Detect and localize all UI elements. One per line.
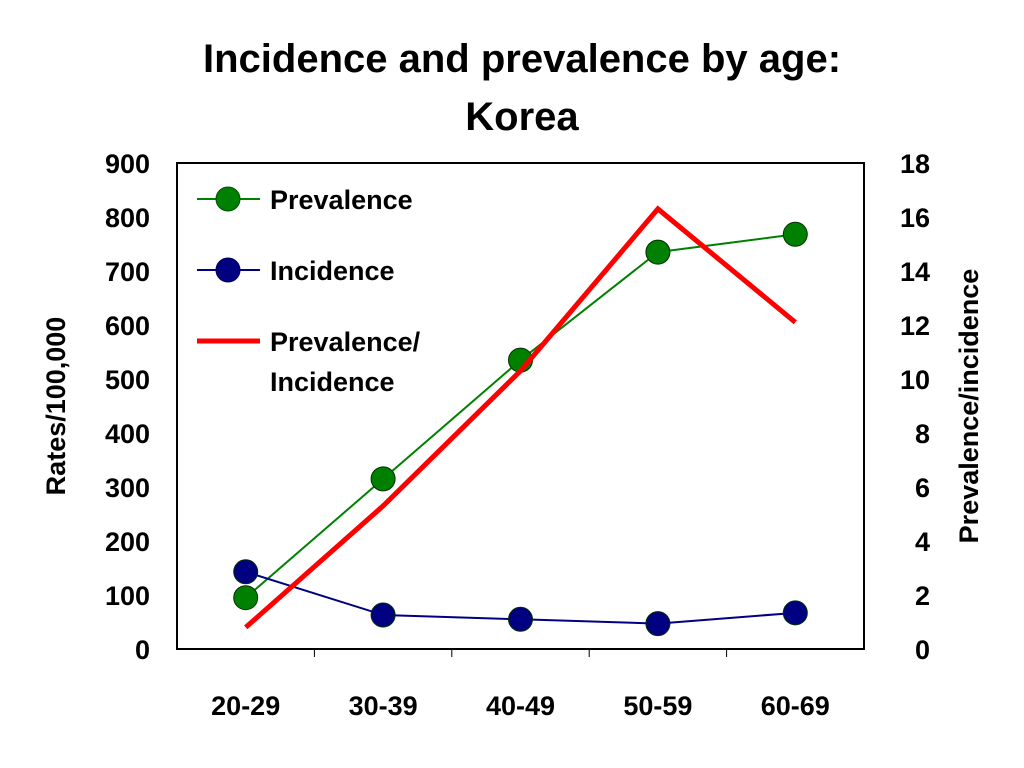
legend-item-ratio[interactable]: Prevalence/ Incidence bbox=[197, 327, 421, 397]
data-point-incidence[interactable] bbox=[645, 611, 671, 637]
legend-marker-incidence bbox=[215, 257, 241, 283]
y-tick-label: 500 bbox=[105, 365, 150, 395]
data-point-incidence[interactable] bbox=[370, 602, 396, 628]
y-axis-title: Rates/100,000 bbox=[41, 317, 71, 496]
y2-tick-label: 16 bbox=[900, 203, 930, 233]
y-tick-label: 800 bbox=[105, 203, 150, 233]
y-tick-label: 100 bbox=[105, 581, 150, 611]
y2-tick-label: 18 bbox=[900, 149, 930, 179]
y-axis-right: 0 2 4 6 8 10 12 14 16 18 bbox=[900, 149, 930, 665]
x-tick-label: 20-29 bbox=[211, 691, 280, 721]
x-tick-label: 50-59 bbox=[623, 691, 692, 721]
chart-title-line-1: Incidence and prevalence by age: bbox=[203, 37, 841, 81]
y-tick-label: 900 bbox=[105, 149, 150, 179]
legend-item-prevalence[interactable]: Prevalence bbox=[197, 185, 413, 215]
y-tick-label: 700 bbox=[105, 257, 150, 287]
data-point-prevalence[interactable] bbox=[645, 239, 671, 265]
legend-label-ratio-line-2: Incidence bbox=[270, 367, 395, 397]
legend-item-incidence[interactable]: Incidence bbox=[197, 256, 395, 286]
data-point-prevalence[interactable] bbox=[233, 585, 259, 611]
legend-marker-prevalence bbox=[215, 186, 241, 212]
y2-tick-label: 6 bbox=[915, 473, 930, 503]
x-tick-label: 30-39 bbox=[349, 691, 418, 721]
y-tick-label: 0 bbox=[135, 635, 150, 665]
y2-tick-label: 4 bbox=[915, 527, 930, 557]
chart-title: Incidence and prevalence by age: Korea bbox=[203, 37, 841, 139]
plot-area-frame bbox=[176, 162, 865, 650]
series-line-prevalence-incidence bbox=[244, 205, 797, 630]
legend-label-prevalence: Prevalence bbox=[270, 185, 413, 215]
legend-label-ratio-line-1: Prevalence/ bbox=[270, 327, 421, 357]
legend: Prevalence Incidence Prevalence/ Inciden… bbox=[197, 185, 421, 397]
y2-tick-label: 14 bbox=[900, 257, 930, 287]
y-tick-label: 200 bbox=[105, 527, 150, 557]
data-point-incidence[interactable] bbox=[782, 600, 808, 626]
data-point-incidence[interactable] bbox=[233, 559, 259, 585]
y-tick-label: 300 bbox=[105, 473, 150, 503]
y2-tick-label: 8 bbox=[915, 419, 930, 449]
legend-label-incidence: Incidence bbox=[270, 256, 395, 286]
series-layer bbox=[233, 205, 808, 637]
y2-tick-label: 2 bbox=[915, 581, 930, 611]
chart-title-line-2: Korea bbox=[465, 95, 579, 139]
y-axis-left: 0 100 200 300 400 500 600 700 800 900 bbox=[105, 149, 150, 665]
y2-tick-label: 0 bbox=[915, 635, 930, 665]
y-tick-label: 400 bbox=[105, 419, 150, 449]
data-point-prevalence[interactable] bbox=[370, 466, 396, 492]
series-line-prevalence bbox=[245, 233, 796, 599]
y-tick-label: 600 bbox=[105, 311, 150, 341]
y2-axis-title: Prevalence/incidence bbox=[954, 269, 984, 544]
y2-tick-label: 12 bbox=[900, 311, 930, 341]
data-point-incidence[interactable] bbox=[508, 606, 533, 632]
x-tick-label: 40-49 bbox=[486, 691, 555, 721]
data-point-prevalence[interactable] bbox=[782, 221, 808, 247]
x-tick-label: 60-69 bbox=[761, 691, 830, 721]
x-axis: 20-29 30-39 40-49 50-59 60-69 bbox=[211, 649, 830, 721]
y2-tick-label: 10 bbox=[900, 365, 930, 395]
